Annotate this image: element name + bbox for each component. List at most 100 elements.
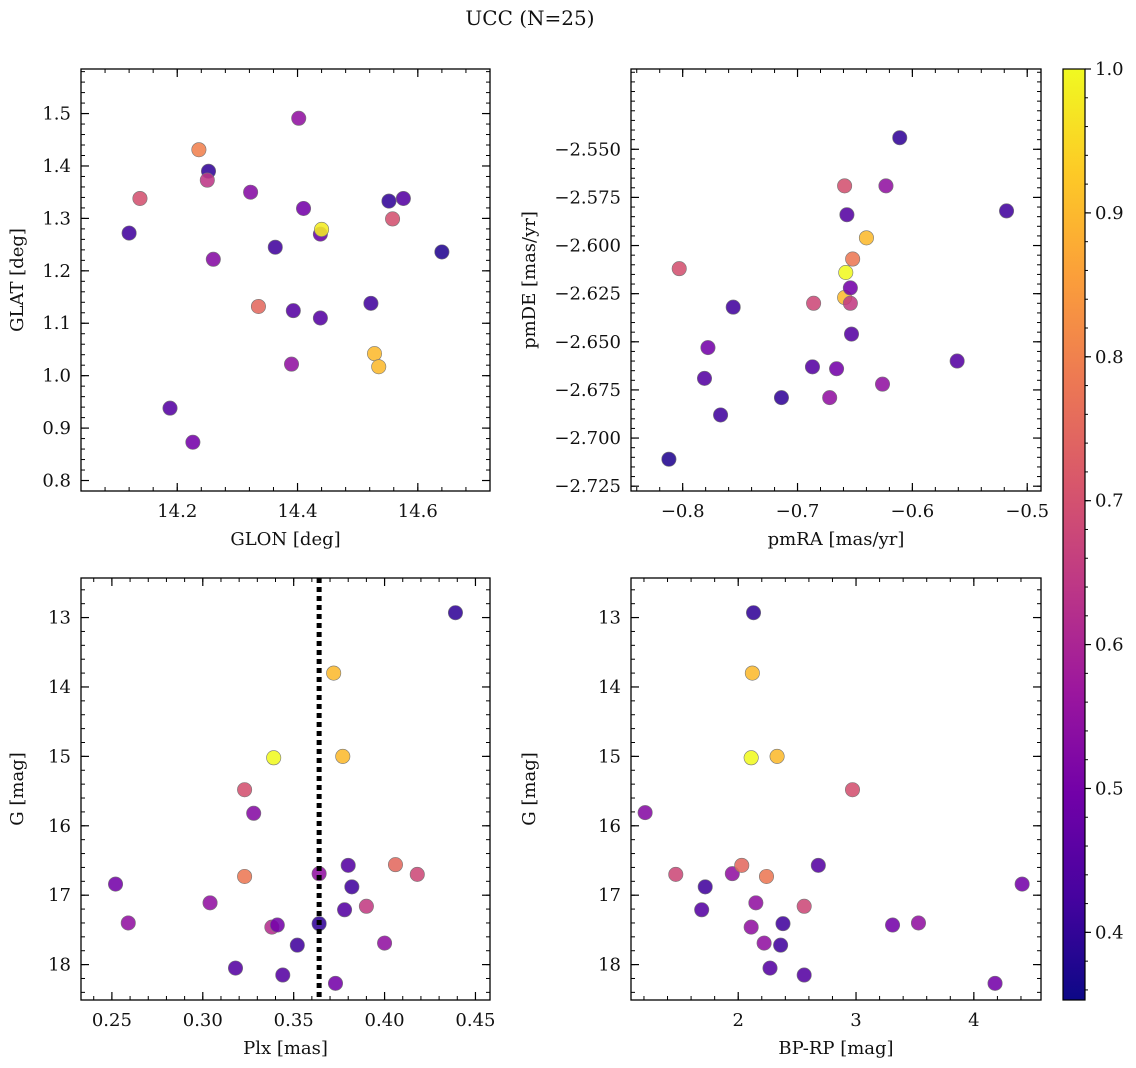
colorbar-tick-label: 0.5 [1095, 778, 1124, 799]
scatter-point [822, 390, 838, 406]
scatter-point [700, 340, 716, 356]
y-tick-label: 14 [48, 677, 71, 698]
y-tick-label: −2.700 [554, 428, 621, 449]
colorbar-tick-label: 1.0 [1095, 59, 1124, 80]
y-tick-label: 18 [48, 955, 71, 976]
scatter-point [748, 895, 764, 911]
scatter-point [285, 303, 301, 319]
scatter-point [1014, 876, 1030, 892]
y-tick-label: −2.675 [554, 380, 621, 401]
scatter-point [363, 295, 379, 311]
scatter-point [120, 915, 136, 931]
scatter-point [743, 919, 759, 935]
scatter-point [377, 935, 393, 951]
scatter-point [387, 857, 403, 873]
scatter-point [724, 866, 740, 882]
scatter-point [885, 917, 901, 933]
y-tick-label: −2.650 [554, 332, 621, 353]
data-layer [108, 578, 463, 1000]
x-tick-label: 14.6 [398, 501, 438, 522]
panel-plx-g: 0.25 0.30 0.35 0.40 0.45 13 14 15 16 17 18 Plx [mas… [7, 577, 495, 1059]
scatter-point [185, 434, 201, 450]
scatter-point [758, 868, 774, 884]
scatter-point [858, 230, 874, 246]
scatter-point [191, 142, 207, 158]
scatter-point [842, 295, 858, 311]
scatter-point [734, 857, 750, 873]
x-axis-label: Plx [mas] [243, 1038, 328, 1059]
scatter-point [267, 239, 283, 255]
y-tick-label: 13 [48, 608, 71, 629]
y-axis-label: G [mag] [519, 752, 540, 825]
scatter-point [344, 879, 360, 895]
colorbar-tick-label: 0.8 [1095, 347, 1124, 368]
y-tick-label: 1.1 [42, 313, 71, 334]
panel-bprp-g: 2 3 4 13 14 15 16 17 18 BP-RP [mag] G [mag] [519, 577, 1042, 1059]
x-tick-label: −0.5 [1005, 501, 1049, 522]
scatter-point [237, 782, 253, 798]
scatter-point [284, 356, 300, 372]
panel-glon-glat: 14.2 14.4 14.6 0.8 0.9 1.0 1.1 1.2 1.3 1.4 1.5 GLON… [7, 68, 491, 550]
y-tick-label: 15 [598, 746, 621, 767]
scatter-point [697, 370, 713, 386]
y-tick-label: 17 [48, 885, 71, 906]
scatter-point [381, 193, 397, 209]
scatter-point [269, 917, 285, 933]
scatter-point [250, 298, 266, 314]
axes-frame [80, 68, 491, 492]
scatter-point [434, 244, 450, 260]
scatter-point [810, 857, 826, 873]
x-axis-label: pmRA [mas/yr] [768, 529, 905, 550]
scatter-point [845, 251, 861, 267]
y-tick-label: 14 [598, 677, 621, 698]
y-tick-label: 15 [48, 746, 71, 767]
y-tick-label: −2.725 [554, 476, 621, 497]
scatter-point [367, 346, 383, 362]
scatter-point [878, 178, 894, 194]
y-tick-label: −2.600 [554, 236, 621, 257]
scatter-point [661, 451, 677, 467]
scatter-point [773, 390, 789, 406]
y-tick-label: 16 [598, 816, 621, 837]
scatter-point [275, 967, 291, 983]
scatter-point [335, 748, 351, 764]
scatter-point [291, 110, 307, 126]
scatter-point [121, 225, 137, 241]
scatter-point [694, 902, 710, 918]
x-tick-label: 3 [850, 1010, 861, 1031]
panel-pmra-pmde: −0.8 −0.7 −0.6 −0.5 −2.725 −2.700 −2.675 −2.650… [519, 68, 1049, 550]
x-tick-label: 0.35 [274, 1010, 314, 1031]
axes-frame [630, 577, 1042, 1001]
colorbar: 0.4 0.5 0.6 0.7 0.8 0.9 1.0 [1062, 59, 1124, 1001]
x-tick-label: −0.7 [776, 501, 820, 522]
scatter-point [326, 665, 342, 681]
colorbar-tick-label: 0.9 [1095, 203, 1124, 224]
scatter-point [296, 200, 312, 216]
scatter-point [844, 326, 860, 342]
scatter-point [804, 359, 820, 375]
axes-frame [80, 577, 491, 1001]
scatter-point [987, 975, 1003, 991]
scatter-point [839, 207, 855, 223]
colorbar-gradient [1063, 69, 1085, 1000]
y-tick-label: 1.4 [42, 156, 71, 177]
scatter-point [337, 902, 353, 918]
y-tick-label: −2.625 [554, 284, 621, 305]
x-tick-label: 0.40 [365, 1010, 405, 1031]
y-axis-label: G [mag] [7, 752, 28, 825]
scatter-point [371, 359, 387, 375]
scatter-point [132, 190, 148, 206]
y-tick-label: 16 [48, 816, 71, 837]
scatter-point [837, 178, 853, 194]
scatter-point [202, 895, 218, 911]
x-tick-label: 14.4 [277, 501, 317, 522]
scatter-point [395, 190, 411, 206]
scatter-point [875, 376, 891, 392]
y-tick-label: 1.2 [42, 261, 71, 282]
y-tick-label: −2.550 [554, 139, 621, 160]
scatter-point [949, 353, 965, 369]
scatter-point [228, 960, 244, 976]
scatter-point [668, 866, 684, 882]
y-tick-label: 17 [598, 885, 621, 906]
scatter-point [806, 295, 822, 311]
